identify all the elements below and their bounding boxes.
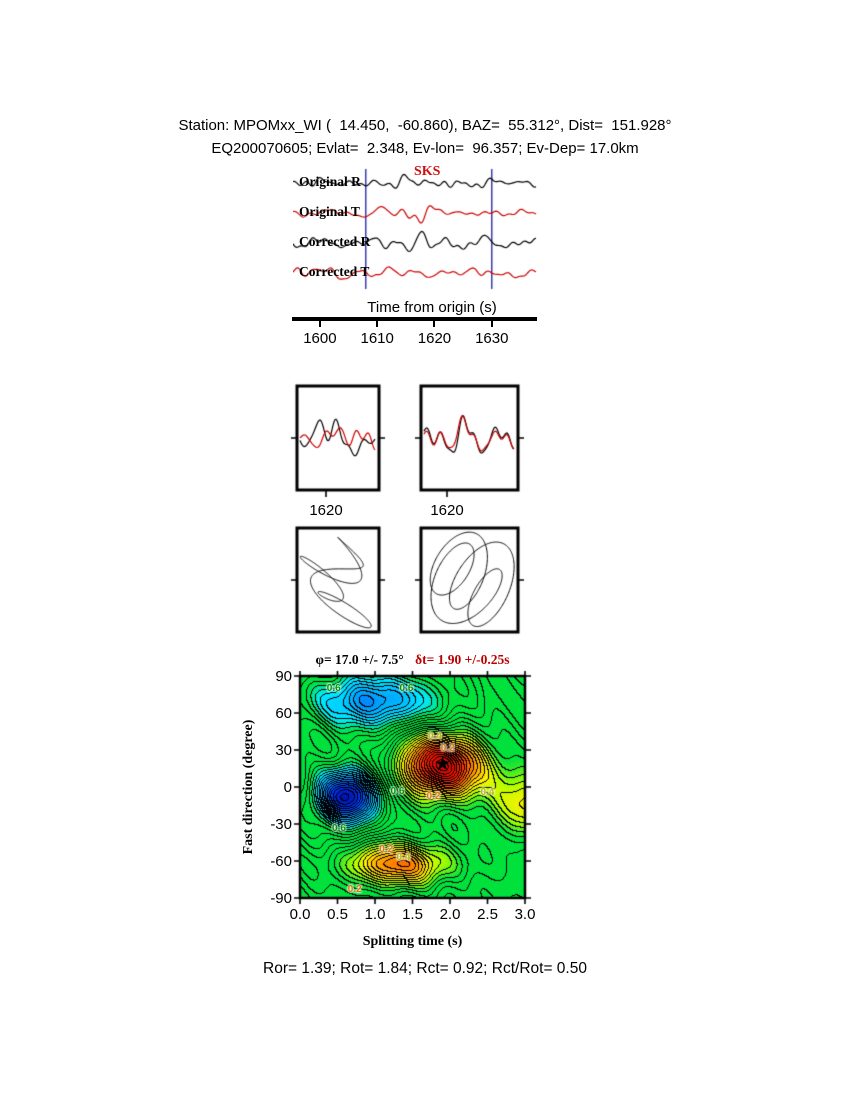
surface-x-tick-label: 0.0 <box>289 906 311 923</box>
time-axis-title: Time from origin (s) <box>367 299 497 316</box>
time-tick <box>376 321 379 327</box>
particle-motion-right-canvas <box>413 524 528 646</box>
result-ratios-line: Ror= 1.39; Rot= 1.84; Rct= 0.92; Rct/Rot… <box>263 960 587 977</box>
trace-label-1: Original T <box>299 204 360 219</box>
contour-value-label: 0.6 <box>332 823 346 835</box>
phi-measurement: φ= 17.0 +/- 7.5° <box>315 652 404 667</box>
surface-y-tick-label: -90 <box>270 890 292 907</box>
surface-y-tick-label: 30 <box>275 742 292 759</box>
surface-x-tick-label: 0.5 <box>327 906 348 923</box>
time-tick <box>433 321 436 327</box>
surface-x-tick-label: 1.5 <box>402 906 423 923</box>
window-right-tick-label: 1620 <box>430 502 464 519</box>
contour-value-label: 0.6 <box>399 682 414 694</box>
contour-value-label: 0.6 <box>390 786 405 798</box>
time-tick-label: 1630 <box>475 330 509 347</box>
time-tick-label: 1620 <box>417 330 452 347</box>
contour-value-label: 0.6 <box>326 682 341 694</box>
best-solution-star-icon: ★ <box>433 754 452 776</box>
trace-label-3: Corrected T <box>299 264 370 279</box>
event-header-line: EQ200070605; Evlat= 2.348, Ev-lon= 96.35… <box>211 140 639 157</box>
contour-value-label: 0.2 <box>347 883 362 895</box>
surface-x-tick-label: 1.0 <box>364 906 386 923</box>
phase-label-sks: SKS <box>414 164 441 179</box>
surface-x-tick-label: 3.0 <box>514 906 536 923</box>
particle-motion-left-canvas <box>289 524 389 646</box>
contour-value-label: 0.2 <box>426 791 441 803</box>
surface-y-tick-label: 60 <box>275 705 292 722</box>
time-tick-label: 1610 <box>360 330 394 347</box>
station-header-line: Station: MPOMxx_WI ( 14.450, -60.860), B… <box>178 117 672 134</box>
surface-x-tick-label: 2.5 <box>477 906 498 923</box>
contour-value-label: 0.4 <box>480 787 495 799</box>
surface-xlabel: Splitting time (s) <box>362 934 463 949</box>
surface-y-tick-label: 90 <box>275 668 292 685</box>
surface-x-tick-label: 2.0 <box>439 906 461 923</box>
windowed-waveform-left-canvas <box>289 382 389 504</box>
surface-y-tick-label: 0 <box>283 779 292 796</box>
trace-label-2: Corrected R <box>299 234 371 249</box>
time-tick <box>490 321 493 327</box>
time-tick-label: 1600 <box>303 330 337 347</box>
contour-value-label: 0.2 <box>440 743 455 754</box>
dt-measurement: δt= 1.90 +/-0.25s <box>415 652 510 667</box>
contour-value-label: 0.4 <box>396 851 411 863</box>
windowed-waveform-right-canvas <box>413 382 528 504</box>
surface-y-tick-label: -60 <box>270 853 292 870</box>
time-tick <box>318 321 321 327</box>
seismogram-canvas <box>293 165 537 315</box>
surface-y-tick-label: -30 <box>270 816 292 833</box>
trace-label-0: Original R <box>299 174 361 189</box>
contour-value-label: 0.4 <box>428 730 442 742</box>
error-surface-canvas <box>292 670 533 910</box>
time-axis-line <box>292 317 537 321</box>
contour-value-label: 0.2 <box>379 844 394 856</box>
window-left-tick-label: 1620 <box>309 502 343 519</box>
surface-title: φ= 17.0 +/- 7.5° δt= 1.90 +/-0.25s <box>250 651 575 669</box>
